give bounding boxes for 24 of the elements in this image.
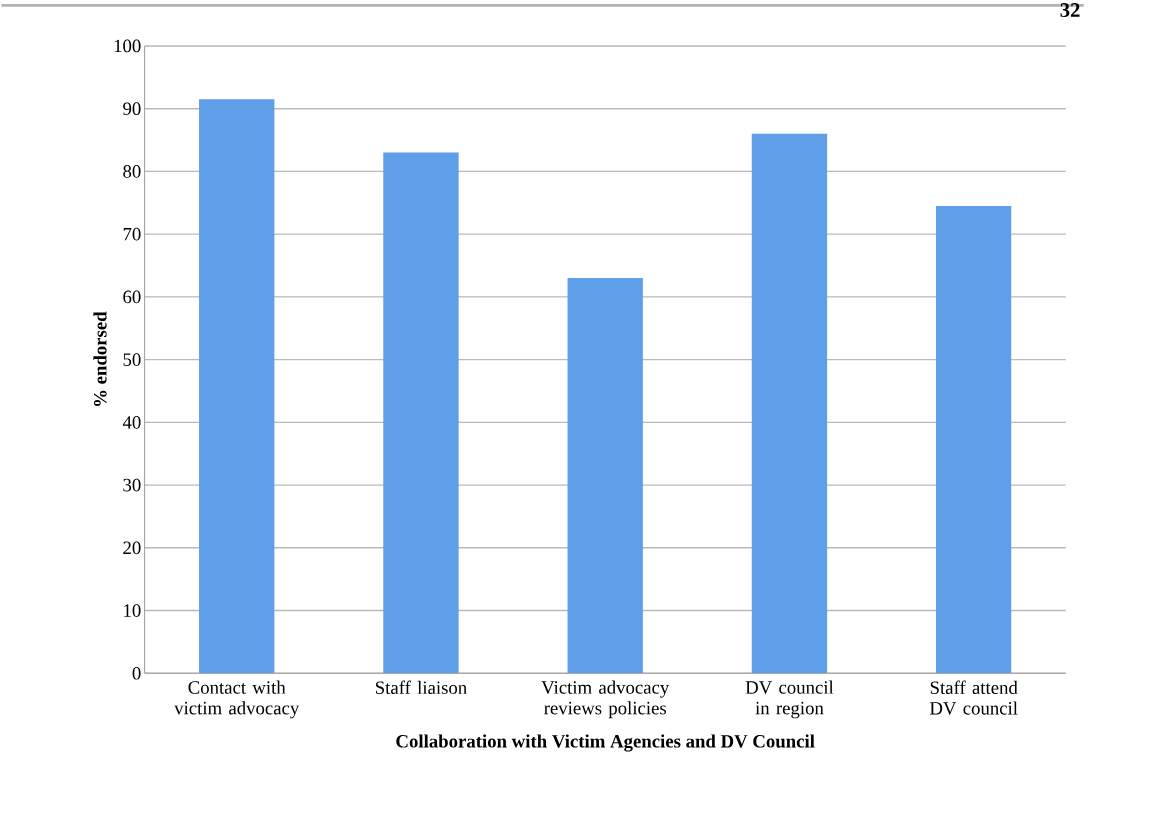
x-axis-title: Collaboration with Victim Agencies and DV Council [396, 734, 815, 752]
y-axis-title: % endorsed [93, 311, 107, 407]
y-tick-label: 70 [123, 228, 141, 241]
y-tick-label: 0 [132, 667, 141, 680]
text: 32 [1060, 3, 1080, 18]
y-tick-label: 50 [123, 353, 141, 367]
y-tick-label: 40 [122, 416, 141, 429]
y-tick-label: 80 [123, 165, 141, 178]
bar [567, 278, 643, 674]
bar [751, 134, 828, 674]
y-tick-label: 10 [124, 604, 141, 618]
x-tick-label: Staff liaison [375, 680, 467, 695]
x-tick-label: DV council in region [745, 680, 834, 719]
y-tick-label: 60 [123, 290, 141, 304]
y-tick-label: 100 [114, 39, 141, 53]
x-tick-label: Victim advocacy reviews policies [541, 680, 670, 719]
y-tick-label: 90 [123, 102, 141, 116]
bar [936, 206, 1012, 674]
y-tick-label: 20 [123, 541, 141, 555]
x-tick-label: Contact with victim advocacy [174, 680, 300, 719]
bar [383, 152, 459, 674]
bar [199, 99, 275, 674]
y-tick-label: 30 [123, 478, 141, 492]
x-tick-label: Staff attend DV council [929, 680, 1018, 715]
